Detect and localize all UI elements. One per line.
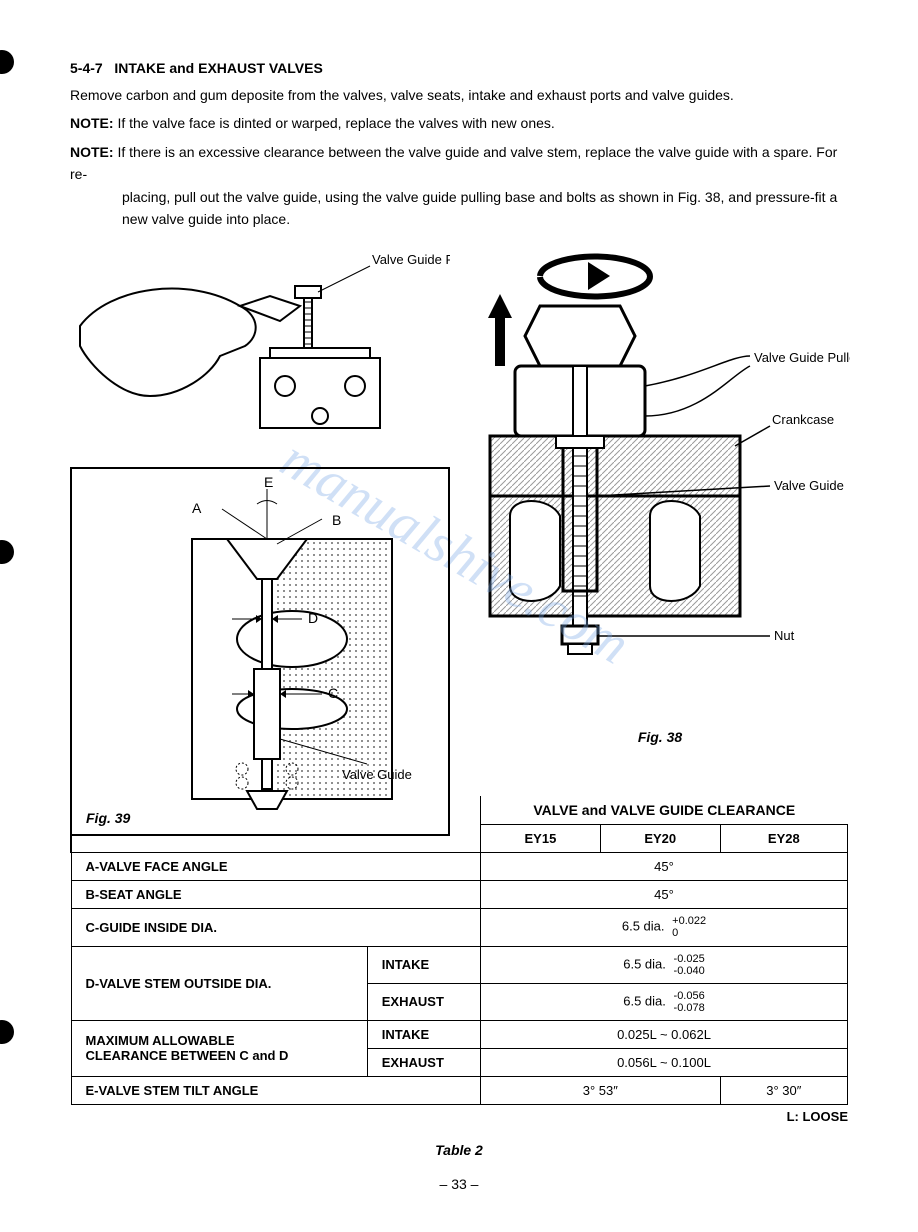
note-text: new valve guide into place. — [70, 208, 848, 230]
intro-text: Remove carbon and gum deposite from the … — [70, 84, 848, 106]
fig38-diagram: Valve Guide Puller Crankcase Valve Guide… — [470, 246, 850, 716]
row-e-label: E-VALVE STEM TILT ANGLE — [71, 1076, 481, 1104]
fig38-caption: Fig. 38 — [470, 729, 850, 745]
row-m-intake-val: 0.025L ~ 0.062L — [481, 1020, 848, 1048]
row-e-val3: 3° 30″ — [720, 1076, 847, 1104]
spec-table: VALVE and VALVE GUIDE CLEARANCE EY15 EY2… — [70, 796, 848, 1105]
loose-note: L: LOOSE — [70, 1109, 848, 1124]
fig37-diagram: Valve Guide Puller — [70, 246, 450, 456]
section-heading: 5-4-7 INTAKE and EXHAUST VALVES — [70, 60, 848, 76]
fig39-caption: Fig. 39 — [86, 810, 130, 826]
row-e-val12: 3° 53″ — [481, 1076, 721, 1104]
fig37-label-puller: Valve Guide Puller — [372, 252, 450, 267]
svg-text:E: E — [264, 474, 273, 490]
svg-text:B: B — [332, 512, 341, 528]
spec-table-wrap: VALVE and VALVE GUIDE CLEARANCE EY15 EY2… — [70, 796, 848, 1158]
svg-text:D: D — [308, 610, 318, 626]
note-text: If there is an excessive clearance betwe… — [70, 144, 837, 182]
row-d-label: D-VALVE STEM OUTSIDE DIA. — [71, 946, 367, 1020]
row-a-label: A-VALVE FACE ANGLE — [71, 853, 481, 881]
row-d-exhaust-sub: EXHAUST — [367, 983, 480, 1020]
punch-hole — [0, 540, 14, 564]
svg-text:Valve Guide: Valve Guide — [342, 767, 412, 782]
note-text: placing, pull out the valve guide, using… — [70, 186, 848, 208]
table-caption: Table 2 — [70, 1142, 848, 1158]
row-c-label: C-GUIDE INSIDE DIA. — [71, 909, 481, 946]
figure-left-column: Valve Guide Puller — [70, 246, 450, 836]
fig39-diagram: A B E D C Valve Gu — [72, 469, 448, 829]
svg-text:Valve Guide Puller: Valve Guide Puller — [754, 350, 850, 365]
fig39-box: A B E D C Valve Gu — [70, 467, 450, 836]
punch-hole — [0, 50, 14, 74]
figures-row: Valve Guide Puller — [70, 246, 848, 836]
svg-text:A: A — [192, 500, 202, 516]
note-2: NOTE: If there is an excessive clearance… — [70, 141, 848, 231]
row-d-intake-val: 6.5 dia. -0.025-0.040 — [481, 946, 848, 983]
row-b-label: B-SEAT ANGLE — [71, 881, 481, 909]
note-label: NOTE: — [70, 144, 114, 160]
section-number: 5-4-7 — [70, 60, 103, 76]
row-d-intake-sub: INTAKE — [367, 946, 480, 983]
svg-text:Valve Guide: Valve Guide — [774, 478, 844, 493]
row-m-exhaust-sub: EXHAUST — [367, 1048, 480, 1076]
section-title: INTAKE and EXHAUST VALVES — [114, 60, 322, 76]
svg-text:C: C — [328, 685, 338, 701]
note-text: If the valve face is dinted or warped, r… — [117, 115, 554, 131]
svg-text:Nut: Nut — [774, 628, 795, 643]
row-c-val: 6.5 dia. +0.0220 — [481, 909, 848, 946]
row-d-exhaust-val: 6.5 dia. -0.056-0.078 — [481, 983, 848, 1020]
row-m-intake-sub: INTAKE — [367, 1020, 480, 1048]
row-m-label: MAXIMUM ALLOWABLECLEARANCE BETWEEN C and… — [71, 1020, 367, 1076]
row-b-val: 45° — [481, 881, 848, 909]
row-a-val: 45° — [481, 853, 848, 881]
note-1: NOTE: If the valve face is dinted or war… — [70, 112, 848, 134]
note-label: NOTE: — [70, 115, 114, 131]
page-number: – 33 – — [70, 1176, 848, 1192]
punch-hole — [0, 1020, 14, 1044]
row-m-exhaust-val: 0.056L ~ 0.100L — [481, 1048, 848, 1076]
svg-text:Crankcase: Crankcase — [772, 412, 834, 427]
page: manualshive.com 5-4-7 INTAKE and EXHAUST… — [0, 0, 918, 1232]
figure-right-column: Valve Guide Puller Crankcase Valve Guide… — [470, 246, 850, 836]
